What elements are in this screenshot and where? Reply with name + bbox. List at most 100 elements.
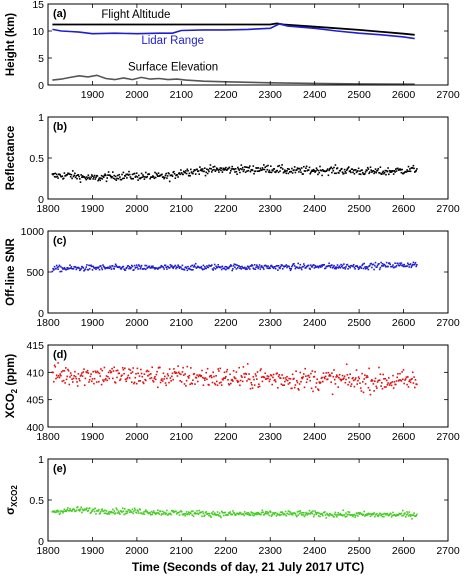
- data-point: [226, 168, 229, 171]
- data-point: [189, 175, 191, 177]
- data-point: [411, 371, 414, 374]
- data-point: [78, 175, 80, 178]
- data-point: [406, 169, 408, 171]
- data-point: [334, 164, 337, 166]
- data-point: [358, 267, 361, 269]
- data-point: [173, 368, 175, 370]
- data-point: [286, 266, 288, 269]
- data-point: [383, 378, 385, 380]
- data-point: [213, 267, 215, 269]
- data-point: [396, 513, 398, 516]
- data-point: [67, 507, 69, 509]
- data-point: [252, 512, 255, 514]
- data-point: [161, 513, 163, 515]
- data-point: [289, 382, 291, 384]
- data-point: [241, 168, 243, 171]
- data-point: [244, 171, 247, 173]
- data-point: [378, 379, 381, 381]
- data-point: [184, 172, 186, 174]
- data-point: [177, 176, 179, 178]
- data-point: [347, 511, 349, 513]
- data-point: [155, 373, 158, 376]
- data-point: [396, 376, 398, 379]
- data-point: [154, 176, 157, 179]
- data-point: [97, 179, 99, 182]
- data-point: [187, 174, 190, 177]
- data-point: [92, 265, 94, 268]
- data-point: [364, 171, 367, 173]
- data-point: [397, 262, 399, 265]
- series-line: [52, 74, 415, 85]
- data-point: [366, 169, 368, 172]
- x-tick-label: 2600: [392, 89, 416, 101]
- data-point: [402, 265, 405, 268]
- data-point: [227, 267, 230, 270]
- data-point: [244, 376, 246, 378]
- data-point: [180, 381, 183, 383]
- data-point: [87, 509, 90, 512]
- x-tick-label: 2100: [170, 317, 194, 329]
- data-point: [193, 373, 196, 375]
- data-point: [114, 175, 117, 178]
- data-point: [287, 172, 290, 175]
- data-point: [276, 513, 278, 515]
- data-point: [139, 267, 141, 270]
- data-point: [184, 373, 186, 375]
- data-point: [169, 377, 172, 379]
- data-point: [52, 371, 54, 374]
- data-point: [246, 170, 248, 172]
- x-tick-label: 2400: [303, 203, 327, 215]
- data-point: [216, 168, 219, 170]
- data-point: [303, 264, 306, 267]
- data-point: [132, 512, 134, 515]
- data-point: [100, 368, 102, 370]
- data-point: [293, 169, 295, 171]
- data-point: [95, 268, 97, 271]
- data-point: [321, 265, 323, 268]
- data-point: [55, 267, 57, 270]
- data-point: [346, 263, 349, 266]
- data-point: [343, 377, 345, 379]
- data-point: [343, 266, 346, 269]
- data-point: [56, 266, 59, 269]
- data-point: [357, 512, 360, 514]
- data-point: [166, 377, 168, 380]
- data-point: [416, 513, 418, 516]
- data-point: [91, 509, 94, 512]
- data-point: [192, 379, 194, 381]
- data-point: [131, 508, 134, 511]
- data-point: [147, 370, 150, 373]
- data-point: [352, 377, 354, 379]
- data-point: [178, 172, 181, 174]
- data-point: [291, 512, 293, 515]
- data-point: [76, 177, 78, 180]
- y-tick-label: 400: [26, 422, 44, 434]
- data-point: [303, 165, 305, 168]
- data-point: [157, 175, 159, 177]
- data-point: [279, 267, 281, 270]
- plot-area: [51, 164, 418, 183]
- data-point: [122, 510, 125, 512]
- data-point: [236, 173, 238, 175]
- data-point: [328, 169, 330, 172]
- data-point: [362, 263, 364, 266]
- data-point: [176, 266, 179, 269]
- data-point: [192, 510, 194, 512]
- data-point: [60, 265, 62, 268]
- data-point: [57, 177, 59, 179]
- data-point: [387, 167, 389, 169]
- data-point: [251, 384, 253, 386]
- data-point: [267, 511, 270, 514]
- data-point: [192, 269, 194, 271]
- data-point: [344, 170, 347, 173]
- data-point: [326, 168, 329, 170]
- data-point: [383, 386, 386, 388]
- data-point: [201, 376, 204, 379]
- data-point: [180, 510, 183, 513]
- data-point: [303, 386, 306, 389]
- data-point: [72, 170, 74, 172]
- data-point: [66, 375, 68, 378]
- data-point: [126, 376, 129, 379]
- data-point: [239, 171, 241, 174]
- data-point: [126, 512, 128, 514]
